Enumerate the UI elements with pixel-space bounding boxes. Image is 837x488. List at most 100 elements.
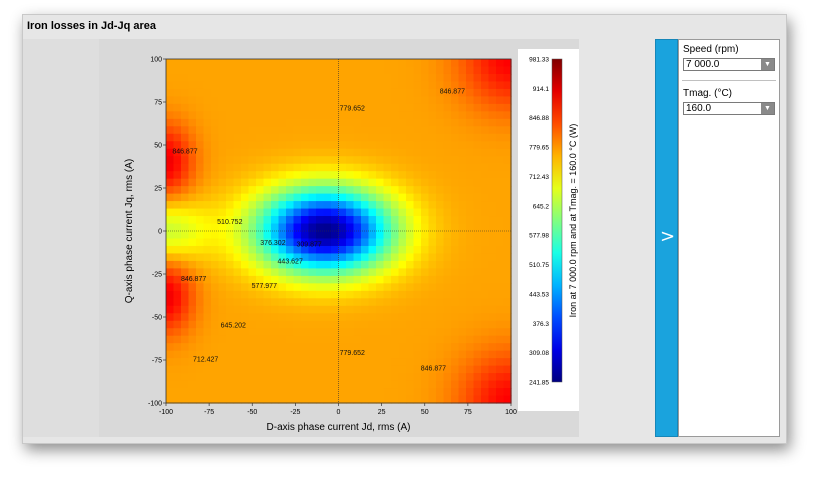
heatmap-cell: [256, 178, 265, 187]
heatmap-cell: [338, 66, 347, 75]
heatmap-cell: [503, 133, 512, 142]
heatmap-cell: [316, 283, 325, 292]
heatmap-cell: [428, 313, 437, 322]
heatmap-cell: [316, 373, 325, 382]
heatmap-cell: [436, 298, 445, 307]
heatmap-cell: [466, 118, 475, 127]
heatmap-cell: [256, 193, 265, 202]
heatmap-cell: [218, 268, 227, 277]
heatmap-cell: [338, 358, 347, 367]
heatmap-cell: [376, 156, 385, 165]
heatmap-cell: [248, 313, 257, 322]
heatmap-cell: [301, 88, 310, 97]
heatmap-cell: [391, 253, 400, 262]
heatmap-cell: [241, 320, 250, 329]
heatmap-cell: [361, 163, 370, 172]
heatmap-cell: [263, 156, 272, 165]
heatmap-cell: [173, 81, 182, 90]
heatmap-cell: [263, 388, 272, 397]
heatmap-cell: [376, 118, 385, 127]
heatmap-cell: [271, 395, 280, 404]
tmag-select[interactable]: 160.0 ▼: [683, 102, 775, 115]
heatmap-cell: [256, 118, 265, 127]
heatmap-cell: [481, 320, 490, 329]
heatmap-cell: [323, 365, 332, 374]
heatmap-cell: [406, 133, 415, 142]
heatmap-cell: [361, 343, 370, 352]
heatmap-cell: [278, 328, 287, 337]
heatmap-cell: [248, 103, 257, 112]
heatmap-cell: [451, 283, 460, 292]
heatmap-cell: [353, 305, 362, 314]
heatmap-cell: [428, 148, 437, 157]
heatmap-cell: [496, 283, 505, 292]
heatmap-cell: [406, 201, 415, 210]
heatmap-cell: [278, 141, 287, 150]
dropdown-arrow-icon[interactable]: ▼: [761, 59, 774, 70]
heatmap-cell: [413, 328, 422, 337]
heatmap-cell: [286, 313, 295, 322]
heatmap-cell: [308, 231, 317, 240]
heatmap-cell: [293, 81, 302, 90]
heatmap-cell: [436, 73, 445, 83]
heatmap-cell: [383, 365, 392, 374]
heatmap-cell: [286, 111, 295, 120]
heatmap-cell: [361, 96, 370, 105]
heatmap-cell: [301, 290, 310, 299]
heatmap-cell: [383, 335, 392, 344]
heatmap-cell: [368, 290, 377, 299]
heatmap-cell: [421, 253, 430, 262]
heatmap-cell: [466, 81, 475, 90]
heatmap-cell: [428, 231, 437, 240]
heatmap-cell: [271, 178, 280, 187]
speed-select[interactable]: 7 000.0 ▼: [683, 58, 775, 71]
heatmap-cell: [458, 343, 467, 352]
heatmap-cell: [211, 193, 220, 202]
dropdown-arrow-icon[interactable]: ▼: [761, 103, 774, 114]
heatmap-cell: [353, 208, 362, 217]
heatmap-cell: [413, 223, 422, 232]
heatmap-cell: [278, 298, 287, 307]
heatmap-cell: [218, 373, 227, 382]
heatmap-cell: [436, 253, 445, 262]
heatmap-cell: [473, 186, 482, 195]
heatmap-cell: [173, 103, 182, 112]
heatmap-cell: [361, 231, 370, 240]
heatmap-cell: [218, 245, 227, 255]
heatmap-cell: [376, 193, 385, 202]
heatmap-cell: [196, 275, 205, 284]
heatmap-cell: [503, 231, 512, 240]
heatmap-cell: [248, 268, 257, 277]
heatmap-cell: [218, 148, 227, 157]
heatmap-cell: [481, 388, 490, 397]
heatmap-cell: [436, 373, 445, 382]
heatmap-cell: [436, 186, 445, 195]
y-tick-label: 100: [150, 57, 162, 64]
heatmap-cell: [346, 260, 355, 269]
heatmap-cell: [391, 81, 400, 90]
heatmap-cell: [188, 193, 197, 202]
heatmap-cell: [211, 320, 220, 329]
heatmap-cell: [503, 320, 512, 329]
heatmap-cell: [473, 343, 482, 352]
heatmap-cell: [503, 290, 512, 299]
heatmap-cell: [346, 216, 355, 225]
heatmap-cell: [248, 126, 257, 135]
heatmap-cell: [166, 275, 175, 284]
heatmap-cell: [196, 380, 205, 389]
heatmap-cell: [203, 193, 212, 202]
heatmap-cell: [406, 231, 415, 240]
heatmap-cell: [406, 313, 415, 322]
heatmap-cell: [451, 253, 460, 262]
heatmap-cell: [383, 156, 392, 165]
heatmap-cell: [316, 201, 325, 210]
heatmap-cell: [338, 141, 347, 150]
heatmap-cell: [316, 133, 325, 142]
collapse-panel-button[interactable]: >: [655, 39, 678, 437]
heatmap-cell: [398, 328, 407, 337]
heatmap-cell: [263, 103, 272, 112]
heatmap-cell: [353, 365, 362, 374]
heatmap-cell: [316, 81, 325, 90]
heatmap-cell: [196, 395, 205, 404]
heatmap-cell: [256, 208, 265, 217]
